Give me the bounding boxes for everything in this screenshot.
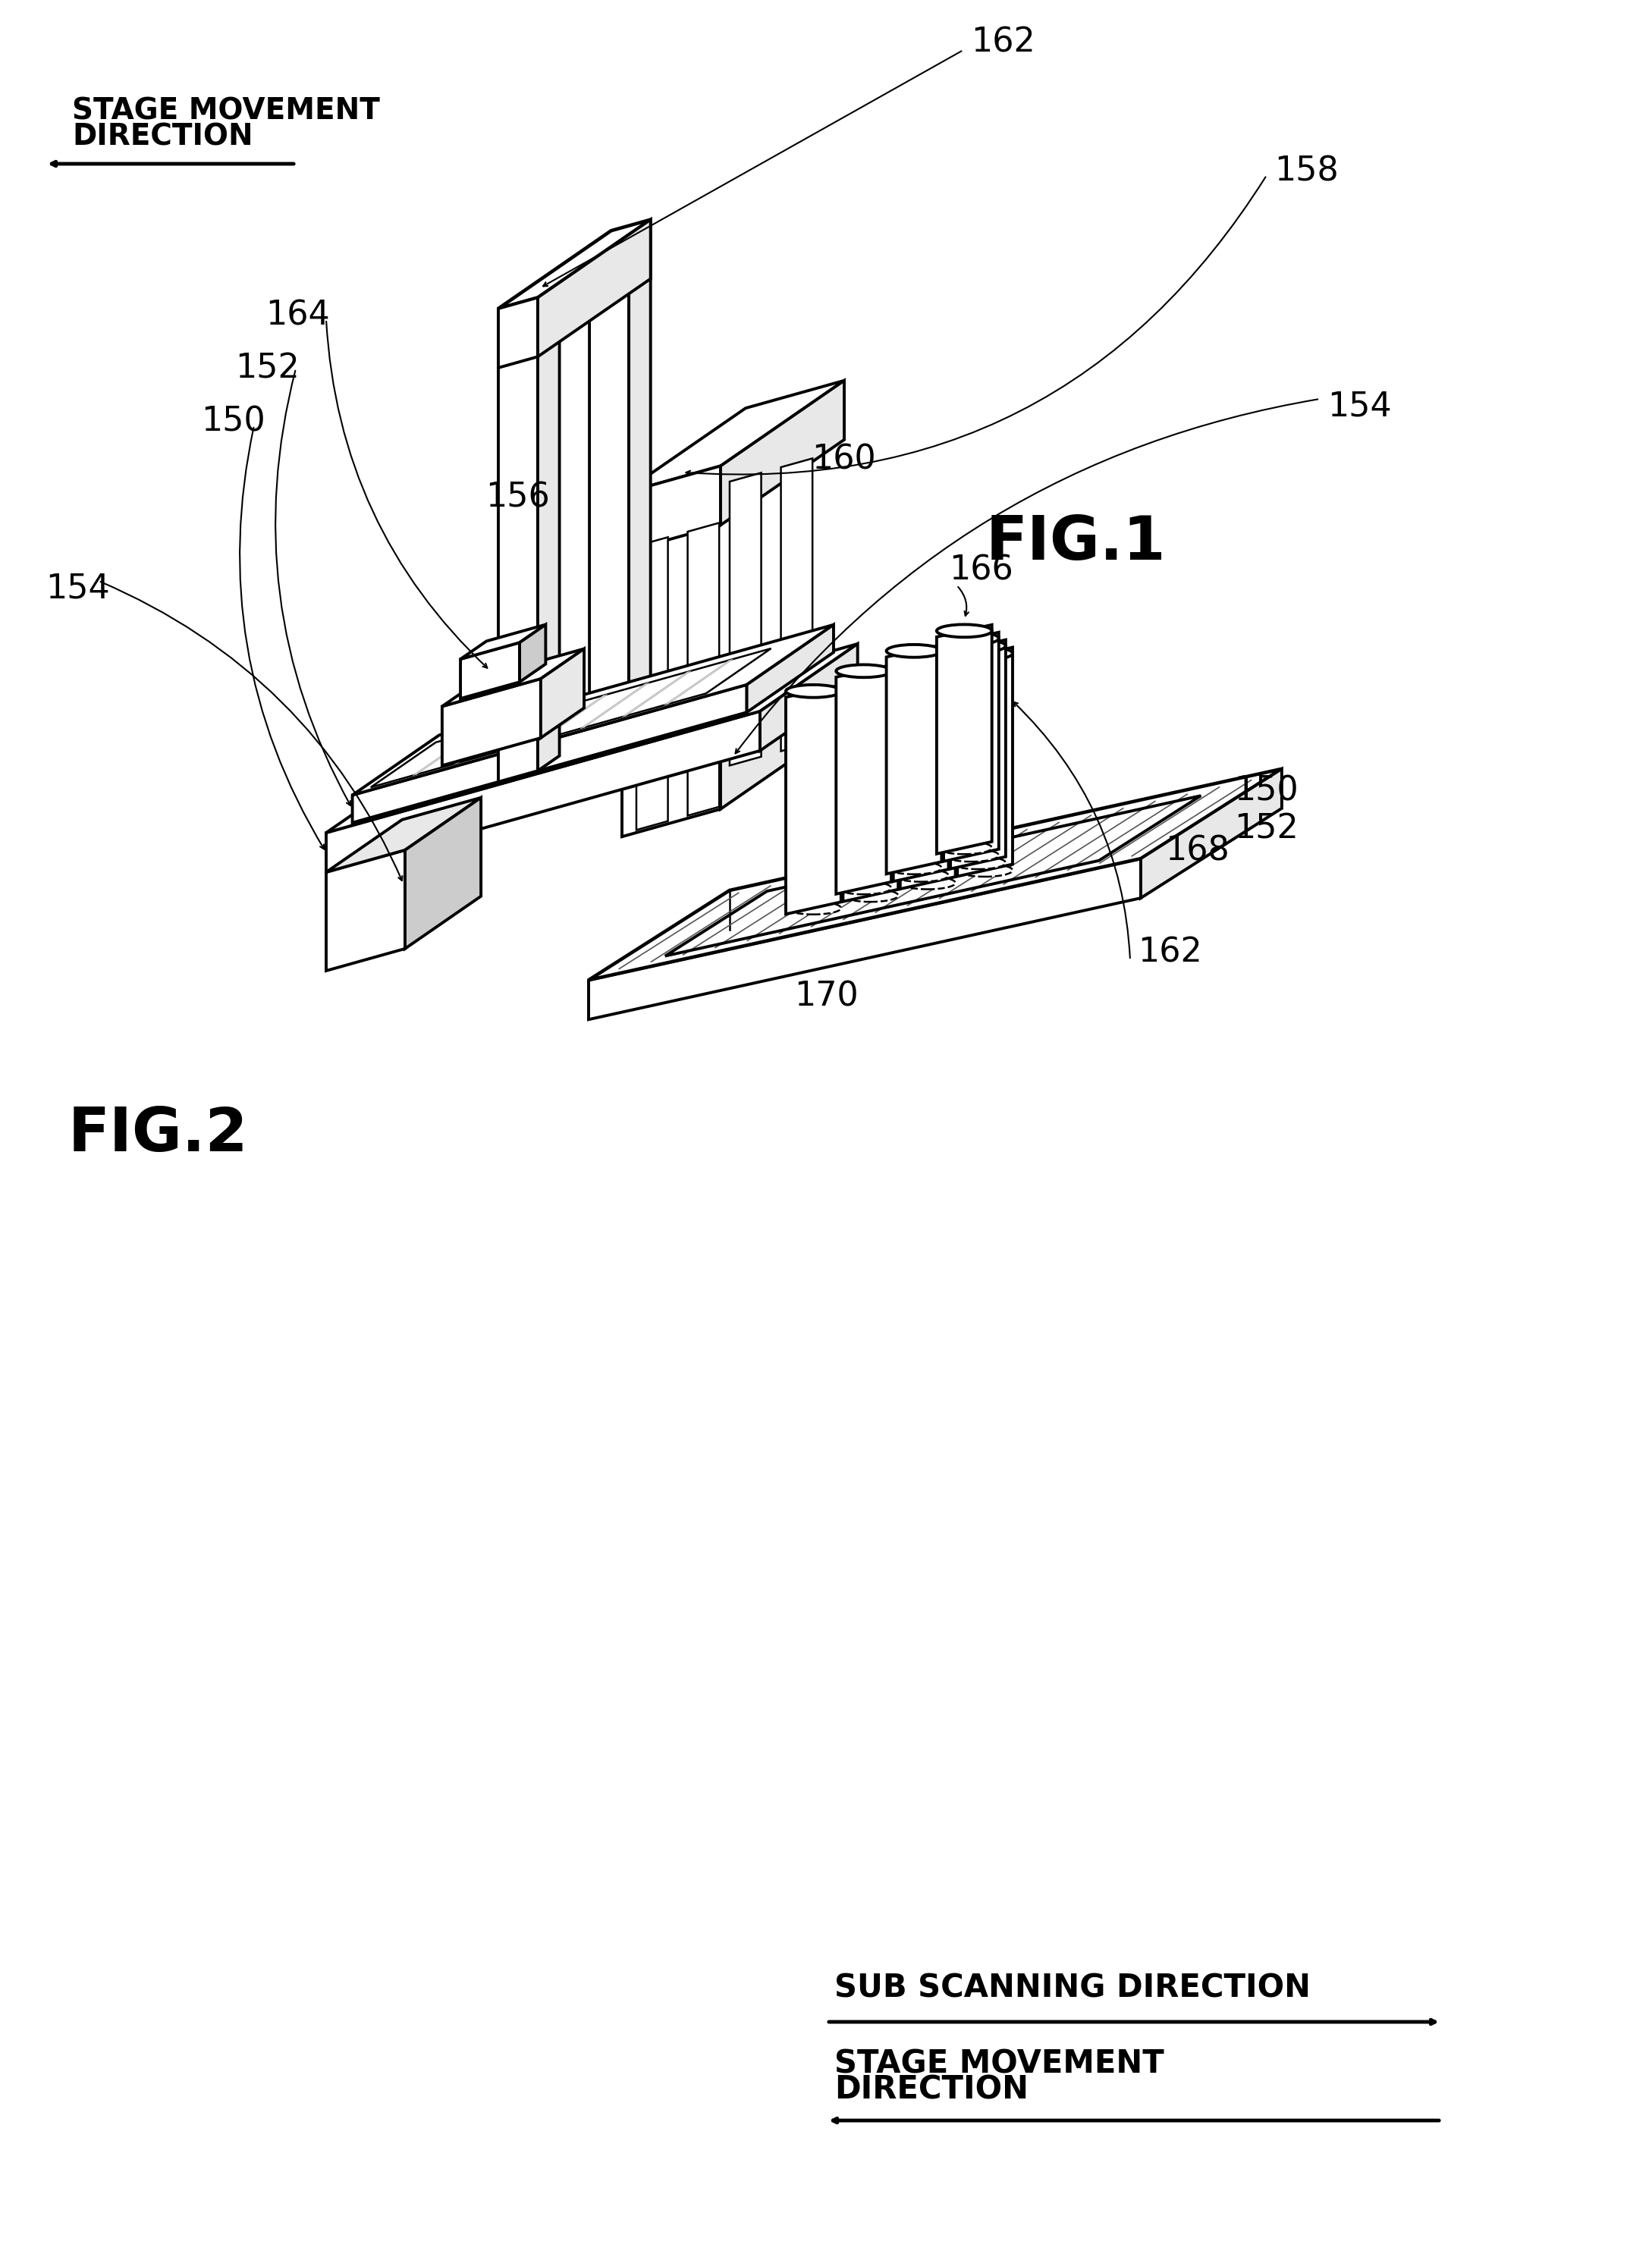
Ellipse shape bbox=[887, 862, 942, 873]
Polygon shape bbox=[443, 648, 585, 706]
Polygon shape bbox=[747, 625, 834, 713]
Polygon shape bbox=[623, 670, 691, 718]
Text: STAGE MOVEMENT: STAGE MOVEMENT bbox=[834, 2047, 1165, 2079]
Polygon shape bbox=[887, 646, 942, 873]
Text: FIG.2: FIG.2 bbox=[68, 1106, 248, 1165]
Polygon shape bbox=[370, 648, 771, 788]
Polygon shape bbox=[720, 677, 844, 808]
Ellipse shape bbox=[786, 901, 841, 914]
Polygon shape bbox=[499, 298, 539, 368]
Polygon shape bbox=[843, 673, 899, 901]
Polygon shape bbox=[687, 524, 719, 815]
Polygon shape bbox=[520, 625, 545, 682]
Text: DIRECTION: DIRECTION bbox=[73, 122, 253, 151]
Text: SUB SCANNING DIRECTION: SUB SCANNING DIRECTION bbox=[834, 1973, 1310, 2004]
Ellipse shape bbox=[836, 664, 892, 677]
Polygon shape bbox=[443, 679, 540, 765]
Polygon shape bbox=[621, 465, 720, 553]
Text: 154: 154 bbox=[1327, 390, 1391, 422]
Text: 162: 162 bbox=[1138, 937, 1203, 968]
Polygon shape bbox=[958, 648, 1013, 876]
Polygon shape bbox=[590, 235, 629, 720]
Polygon shape bbox=[900, 659, 955, 889]
Polygon shape bbox=[836, 666, 892, 894]
Polygon shape bbox=[730, 472, 762, 765]
Polygon shape bbox=[629, 219, 651, 709]
Polygon shape bbox=[352, 684, 747, 824]
Polygon shape bbox=[540, 648, 585, 738]
Polygon shape bbox=[325, 797, 481, 871]
Ellipse shape bbox=[786, 684, 841, 697]
Polygon shape bbox=[950, 639, 1006, 869]
Polygon shape bbox=[621, 677, 844, 790]
Text: 160: 160 bbox=[811, 442, 876, 476]
Ellipse shape bbox=[894, 652, 948, 666]
Text: 156: 156 bbox=[486, 481, 550, 515]
Polygon shape bbox=[325, 851, 405, 971]
Polygon shape bbox=[636, 537, 667, 831]
Text: FIG.1: FIG.1 bbox=[986, 512, 1166, 573]
Polygon shape bbox=[499, 298, 539, 781]
Ellipse shape bbox=[887, 646, 942, 657]
Ellipse shape bbox=[958, 864, 1013, 876]
Text: 162: 162 bbox=[971, 27, 1036, 59]
Polygon shape bbox=[539, 695, 608, 740]
Text: 150: 150 bbox=[1234, 774, 1298, 808]
Polygon shape bbox=[760, 643, 857, 752]
Polygon shape bbox=[497, 706, 565, 752]
Polygon shape bbox=[499, 282, 560, 309]
Polygon shape bbox=[539, 282, 560, 772]
Ellipse shape bbox=[943, 632, 999, 646]
Polygon shape bbox=[461, 643, 520, 700]
Polygon shape bbox=[461, 625, 545, 659]
Ellipse shape bbox=[950, 639, 1006, 652]
Ellipse shape bbox=[937, 625, 991, 636]
Polygon shape bbox=[580, 682, 649, 729]
Text: 166: 166 bbox=[950, 553, 1013, 587]
Polygon shape bbox=[588, 858, 1142, 1020]
Text: 158: 158 bbox=[1274, 156, 1338, 187]
Text: 164: 164 bbox=[266, 300, 330, 332]
Polygon shape bbox=[539, 219, 651, 357]
Polygon shape bbox=[943, 632, 999, 862]
Text: 170: 170 bbox=[795, 980, 859, 1013]
Polygon shape bbox=[454, 718, 524, 763]
Text: STAGE MOVEMENT: STAGE MOVEMENT bbox=[73, 97, 380, 124]
Polygon shape bbox=[786, 686, 841, 914]
Ellipse shape bbox=[950, 855, 1006, 869]
Polygon shape bbox=[1142, 770, 1282, 898]
Ellipse shape bbox=[937, 842, 991, 853]
Ellipse shape bbox=[958, 648, 1013, 659]
Ellipse shape bbox=[943, 849, 999, 862]
Polygon shape bbox=[588, 770, 1282, 980]
Ellipse shape bbox=[836, 882, 892, 894]
Polygon shape bbox=[664, 659, 733, 704]
Text: 152: 152 bbox=[1234, 813, 1298, 844]
Ellipse shape bbox=[894, 869, 948, 882]
Polygon shape bbox=[325, 711, 760, 871]
Text: 150: 150 bbox=[202, 406, 266, 438]
Ellipse shape bbox=[900, 659, 955, 673]
Polygon shape bbox=[720, 381, 844, 526]
Polygon shape bbox=[499, 219, 651, 309]
Polygon shape bbox=[413, 729, 482, 776]
Ellipse shape bbox=[843, 673, 899, 684]
Polygon shape bbox=[937, 625, 991, 853]
Text: 168: 168 bbox=[1165, 835, 1229, 867]
Text: DIRECTION: DIRECTION bbox=[834, 2074, 1029, 2106]
Polygon shape bbox=[352, 625, 834, 794]
Polygon shape bbox=[621, 763, 720, 837]
Ellipse shape bbox=[843, 889, 899, 903]
Text: 154: 154 bbox=[46, 573, 109, 605]
Polygon shape bbox=[894, 652, 948, 882]
Polygon shape bbox=[621, 381, 844, 494]
Text: 152: 152 bbox=[235, 352, 299, 386]
Ellipse shape bbox=[900, 876, 955, 889]
Polygon shape bbox=[781, 458, 813, 752]
Polygon shape bbox=[325, 643, 857, 833]
Polygon shape bbox=[405, 797, 481, 948]
